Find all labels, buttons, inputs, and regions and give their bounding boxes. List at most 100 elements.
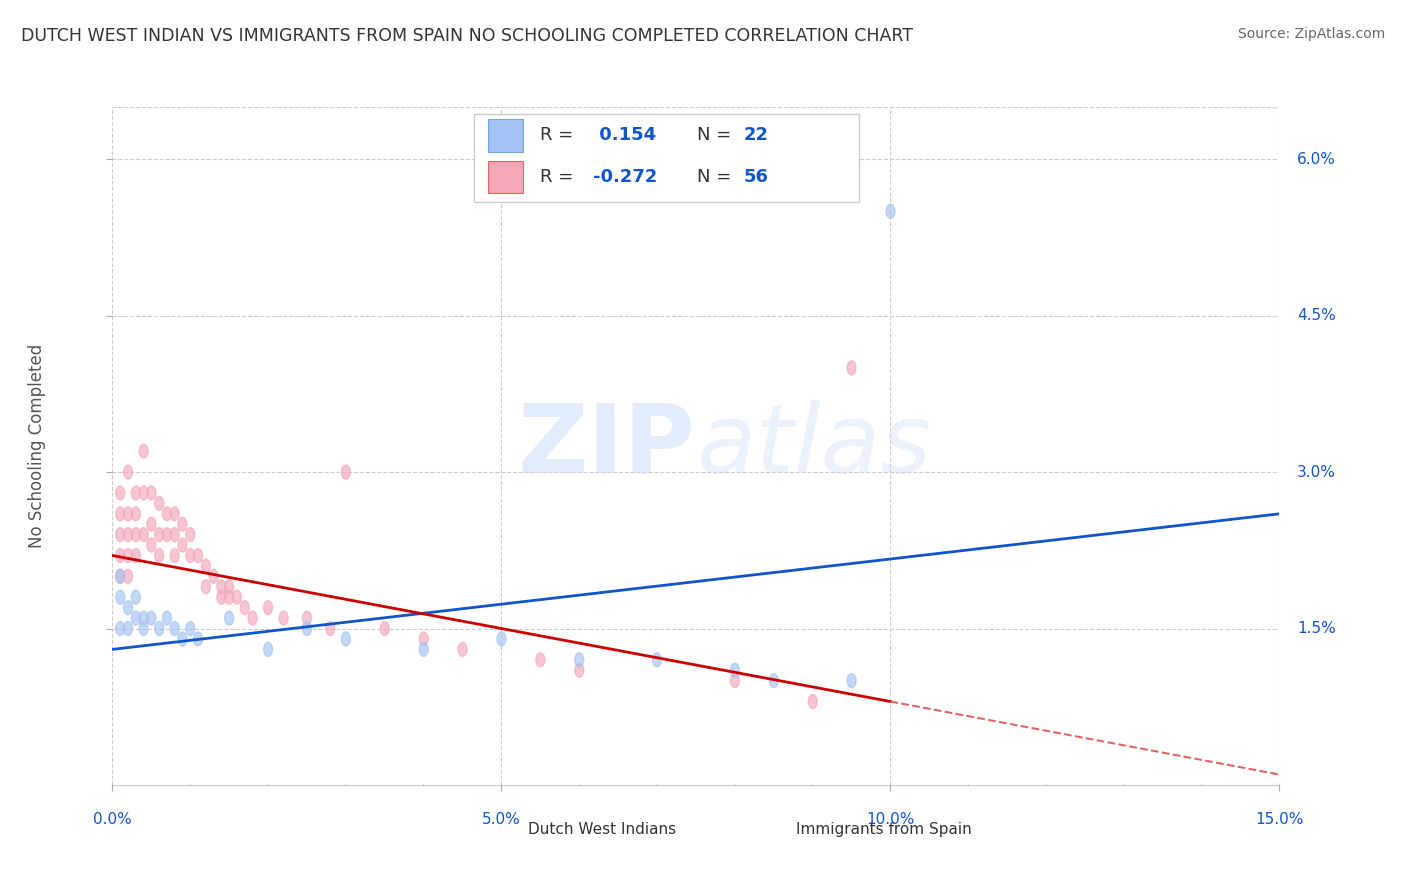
- Ellipse shape: [496, 632, 506, 646]
- Text: atlas: atlas: [696, 400, 931, 492]
- Ellipse shape: [139, 611, 148, 625]
- Ellipse shape: [769, 673, 779, 688]
- Ellipse shape: [146, 517, 156, 532]
- Ellipse shape: [179, 538, 187, 552]
- Ellipse shape: [194, 549, 202, 563]
- Ellipse shape: [247, 611, 257, 625]
- Ellipse shape: [419, 642, 429, 657]
- Ellipse shape: [131, 549, 141, 563]
- Ellipse shape: [115, 591, 125, 604]
- Ellipse shape: [155, 549, 163, 563]
- Ellipse shape: [380, 622, 389, 635]
- Ellipse shape: [146, 486, 156, 500]
- Ellipse shape: [124, 507, 132, 521]
- Ellipse shape: [232, 591, 242, 604]
- Ellipse shape: [209, 569, 218, 583]
- Ellipse shape: [280, 611, 288, 625]
- Ellipse shape: [139, 486, 148, 500]
- Ellipse shape: [115, 622, 125, 635]
- Ellipse shape: [163, 507, 172, 521]
- Ellipse shape: [886, 204, 896, 219]
- Ellipse shape: [458, 642, 467, 657]
- Ellipse shape: [170, 528, 179, 541]
- Ellipse shape: [124, 528, 132, 541]
- FancyBboxPatch shape: [486, 815, 520, 843]
- Ellipse shape: [179, 517, 187, 532]
- FancyBboxPatch shape: [474, 114, 859, 202]
- Text: N =: N =: [697, 127, 737, 145]
- Ellipse shape: [155, 528, 163, 541]
- Text: 10.0%: 10.0%: [866, 812, 915, 827]
- Ellipse shape: [846, 673, 856, 688]
- Ellipse shape: [225, 591, 233, 604]
- Ellipse shape: [115, 528, 125, 541]
- Ellipse shape: [186, 549, 195, 563]
- Ellipse shape: [536, 653, 546, 667]
- Text: -0.272: -0.272: [593, 168, 658, 186]
- Text: R =: R =: [540, 168, 579, 186]
- Ellipse shape: [139, 444, 148, 458]
- Ellipse shape: [124, 600, 132, 615]
- Ellipse shape: [170, 507, 179, 521]
- Text: ZIP: ZIP: [517, 400, 696, 492]
- Ellipse shape: [139, 622, 148, 635]
- Ellipse shape: [263, 600, 273, 615]
- Ellipse shape: [302, 622, 312, 635]
- Text: Source: ZipAtlas.com: Source: ZipAtlas.com: [1237, 27, 1385, 41]
- Ellipse shape: [225, 611, 233, 625]
- Ellipse shape: [652, 653, 662, 667]
- Ellipse shape: [575, 664, 583, 677]
- Ellipse shape: [124, 549, 132, 563]
- FancyBboxPatch shape: [755, 815, 789, 843]
- Ellipse shape: [155, 496, 163, 510]
- Ellipse shape: [240, 600, 249, 615]
- Ellipse shape: [179, 632, 187, 646]
- Text: No Schooling Completed: No Schooling Completed: [28, 344, 45, 548]
- Ellipse shape: [163, 611, 172, 625]
- Ellipse shape: [115, 549, 125, 563]
- Ellipse shape: [846, 360, 856, 375]
- Text: 4.5%: 4.5%: [1296, 308, 1336, 323]
- Ellipse shape: [194, 632, 202, 646]
- Text: 1.5%: 1.5%: [1296, 621, 1336, 636]
- Text: 0.0%: 0.0%: [93, 812, 132, 827]
- Text: N =: N =: [697, 168, 737, 186]
- Text: 3.0%: 3.0%: [1296, 465, 1336, 480]
- Ellipse shape: [115, 486, 125, 500]
- Ellipse shape: [170, 622, 179, 635]
- Ellipse shape: [131, 611, 141, 625]
- Ellipse shape: [217, 580, 226, 594]
- Ellipse shape: [419, 632, 429, 646]
- Text: Dutch West Indians: Dutch West Indians: [527, 822, 676, 837]
- Ellipse shape: [170, 549, 179, 563]
- Ellipse shape: [115, 507, 125, 521]
- Text: 5.0%: 5.0%: [482, 812, 520, 827]
- Ellipse shape: [124, 622, 132, 635]
- Ellipse shape: [131, 591, 141, 604]
- Ellipse shape: [302, 611, 312, 625]
- Ellipse shape: [730, 673, 740, 688]
- Ellipse shape: [131, 507, 141, 521]
- Ellipse shape: [808, 695, 817, 708]
- Ellipse shape: [225, 580, 233, 594]
- Ellipse shape: [124, 569, 132, 583]
- Ellipse shape: [201, 580, 211, 594]
- Ellipse shape: [115, 569, 125, 583]
- Text: R =: R =: [540, 127, 579, 145]
- Text: 22: 22: [744, 127, 769, 145]
- Ellipse shape: [342, 465, 350, 479]
- Ellipse shape: [263, 642, 273, 657]
- Ellipse shape: [730, 664, 740, 677]
- Ellipse shape: [131, 528, 141, 541]
- Ellipse shape: [163, 528, 172, 541]
- Text: 15.0%: 15.0%: [1256, 812, 1303, 827]
- Ellipse shape: [186, 528, 195, 541]
- Ellipse shape: [342, 632, 350, 646]
- Ellipse shape: [146, 538, 156, 552]
- FancyBboxPatch shape: [488, 120, 523, 152]
- Ellipse shape: [155, 622, 163, 635]
- Ellipse shape: [575, 653, 583, 667]
- Ellipse shape: [217, 591, 226, 604]
- Text: Immigrants from Spain: Immigrants from Spain: [796, 822, 972, 837]
- Text: DUTCH WEST INDIAN VS IMMIGRANTS FROM SPAIN NO SCHOOLING COMPLETED CORRELATION CH: DUTCH WEST INDIAN VS IMMIGRANTS FROM SPA…: [21, 27, 912, 45]
